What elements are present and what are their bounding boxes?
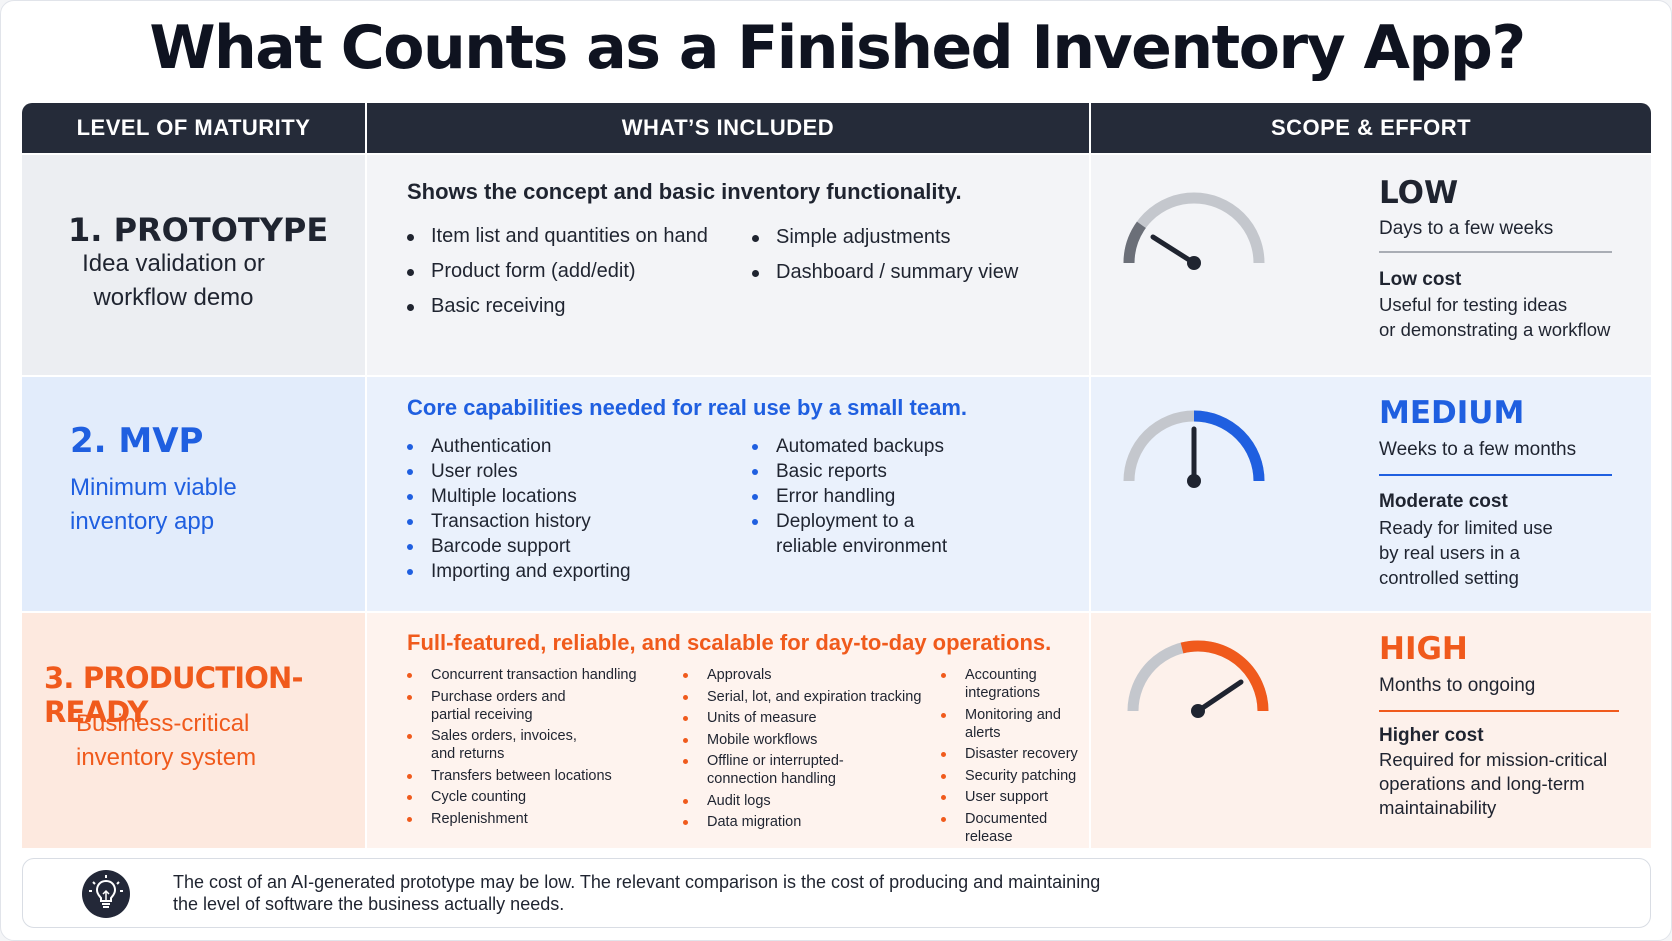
list-item: Disaster recovery <box>941 745 1089 763</box>
list-item: Dashboard / summary view <box>752 261 1018 296</box>
list-item: Accounting integrations <box>941 666 1089 702</box>
mvp-effort-cell: MEDIUM Weeks to a few months Moderate co… <box>1091 377 1651 611</box>
mvp-title: 2. MVP <box>70 421 204 461</box>
production-cost: Higher cost <box>1379 725 1484 746</box>
prototype-effort-cell: LOW Days to a few weeks Low cost Useful … <box>1091 155 1651 375</box>
list-item: Multiple locations <box>407 484 631 509</box>
list-item: Transaction history <box>407 509 631 534</box>
list-item: Deployment to a reliable environment <box>752 509 947 559</box>
list-item: User roles <box>407 459 631 484</box>
mvp-lead: Core capabilities needed for real use by… <box>407 395 968 420</box>
list-item: Error handling <box>752 484 947 509</box>
list-item: Offline or interrupted-connection handli… <box>683 752 933 788</box>
prototype-lead: Shows the concept and basic inventory fu… <box>407 179 962 204</box>
prototype-divider <box>1379 251 1612 253</box>
gauge-needle <box>1150 234 1197 266</box>
list-item: Audit logs <box>683 792 933 810</box>
list-item: Simple adjustments <box>752 226 1018 261</box>
production-title: 3. PRODUCTION-READY <box>44 661 304 729</box>
gauge-fill <box>1193 410 1265 482</box>
production-effort-label: HIGH <box>1379 631 1468 667</box>
list-item: Monitoring and alerts <box>941 706 1089 742</box>
production-items-col2: Approvals Serial, lot, and expiration tr… <box>683 666 933 835</box>
column-header-scope: SCOPE & EFFORT <box>1091 103 1651 153</box>
maturity-table: LEVEL OF MATURITY WHAT’S INCLUDED SCOPE … <box>22 103 1651 848</box>
production-level-cell: 3. PRODUCTION-READY Business-critical in… <box>22 613 365 848</box>
lightbulb-icon <box>82 870 130 918</box>
production-items-col1: Concurrent transaction handling Purchase… <box>407 666 667 831</box>
prototype-items-right: Simple adjustments Dashboard / summary v… <box>752 226 1018 296</box>
list-item: Mobile workflows <box>683 731 933 749</box>
list-item: User support <box>941 788 1089 806</box>
gauge-hub <box>1187 256 1201 270</box>
production-included-cell: Full-featured, reliable, and scalable fo… <box>367 613 1089 848</box>
high-effort-gauge <box>1127 640 1269 718</box>
list-item: Automated backups <box>752 434 947 459</box>
mvp-effort-label: MEDIUM <box>1379 395 1525 431</box>
gauge-fill <box>1123 221 1146 264</box>
production-items-col3: Accounting integrations Monitoring and a… <box>941 666 1089 848</box>
medium-effort-gauge <box>1123 410 1265 488</box>
gauge-hub <box>1191 704 1205 718</box>
production-subtitle: Business-critical inventory system <box>76 710 257 771</box>
mvp-items-right: Automated backups Basic reports Error ha… <box>752 434 947 559</box>
mvp-level-cell: 2. MVP Minimum viable inventory app <box>22 377 365 611</box>
low-effort-gauge <box>1123 192 1265 270</box>
page-title: What Counts as a Finished Inventory App? <box>149 13 1526 83</box>
production-effort-cell: HIGH Months to ongoing Higher cost Requi… <box>1091 613 1651 848</box>
gauge-fill <box>1180 640 1269 712</box>
list-item: Basic reports <box>752 459 947 484</box>
list-item: Authentication <box>407 434 631 459</box>
list-item: Units of measure <box>683 709 933 727</box>
mvp-cost: Moderate cost <box>1379 491 1508 512</box>
column-header-maturity: LEVEL OF MATURITY <box>22 103 365 153</box>
footnote-box: The cost of an AI-generated prototype ma… <box>22 858 1651 928</box>
mvp-divider <box>1379 474 1612 476</box>
prototype-subtitle: Idea validation or workflow demo <box>82 250 265 311</box>
list-item: Purchase orders and partial receiving <box>407 688 667 724</box>
mvp-cost-desc: Ready for limited use by real users in a… <box>1379 517 1553 588</box>
list-item: Documented releaseprocesses <box>941 810 1089 848</box>
list-item: Item list and quantities on hand <box>407 225 708 260</box>
gauge-needle <box>1195 679 1244 714</box>
prototype-included-cell: Shows the concept and basic inventory fu… <box>367 155 1089 375</box>
production-divider <box>1379 710 1619 712</box>
list-item: Serial, lot, and expiration tracking <box>683 688 933 706</box>
prototype-cost: Low cost <box>1379 269 1462 290</box>
production-timeframe: Months to ongoing <box>1379 675 1536 696</box>
list-item: Transfers between locations <box>407 767 667 785</box>
prototype-timeframe: Days to a few weeks <box>1379 218 1554 239</box>
mvp-items-left: Authentication User roles Multiple locat… <box>407 434 631 584</box>
list-item: Sales orders, invoices, and returns <box>407 727 667 763</box>
list-item: Approvals <box>683 666 933 684</box>
list-item: Basic receiving <box>407 295 708 330</box>
list-item: Concurrent transaction handling <box>407 666 667 684</box>
list-item: Security patching <box>941 767 1089 785</box>
list-item: Product form (add/edit) <box>407 260 708 295</box>
prototype-title: 1. PROTOTYPE <box>68 211 329 249</box>
production-cost-desc: Required for mission-critical operations… <box>1379 749 1608 818</box>
prototype-cost-desc: Useful for testing ideas or demonstratin… <box>1379 294 1611 340</box>
mvp-timeframe: Weeks to a few months <box>1379 439 1577 460</box>
gauge-hub <box>1187 474 1201 488</box>
list-item: Barcode support <box>407 534 631 559</box>
prototype-effort-label: LOW <box>1379 175 1459 211</box>
footnote-text: The cost of an AI-generated prototype ma… <box>173 872 1101 914</box>
production-lead: Full-featured, reliable, and scalable fo… <box>407 630 1052 655</box>
column-header-included: WHAT’S INCLUDED <box>367 103 1089 153</box>
prototype-items-left: Item list and quantities on hand Product… <box>407 225 708 330</box>
gauge-track <box>1123 192 1265 264</box>
list-item: Importing and exporting <box>407 559 631 584</box>
mvp-subtitle: Minimum viable inventory app <box>70 474 237 535</box>
list-item: Replenishment <box>407 810 667 828</box>
prototype-level-cell: 1. PROTOTYPE Idea validation or workflow… <box>22 155 365 375</box>
mvp-included-cell: Core capabilities needed for real use by… <box>367 377 1089 611</box>
list-item: Data migration <box>683 813 933 831</box>
gauge-track <box>1127 640 1269 712</box>
list-item: Cycle counting <box>407 788 667 806</box>
